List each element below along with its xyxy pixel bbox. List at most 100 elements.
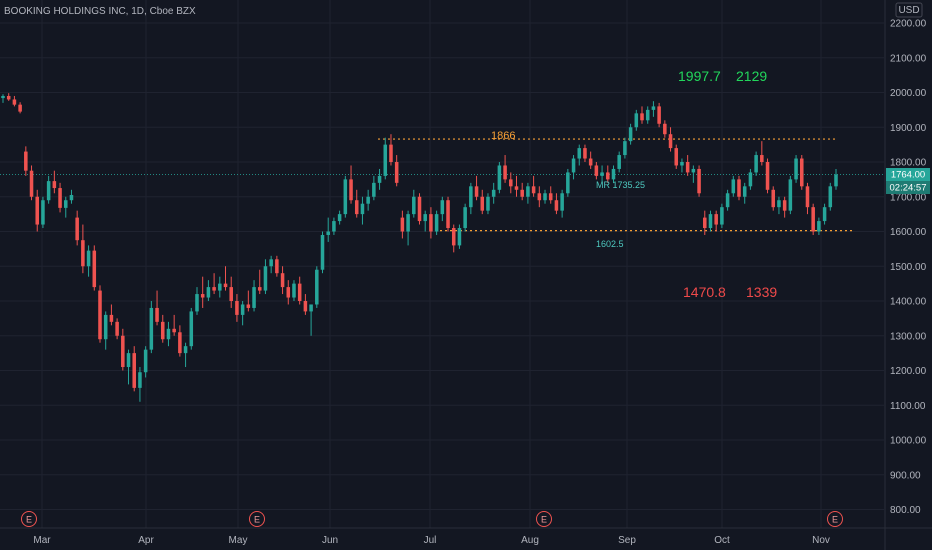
candle-body [531,186,536,194]
y-tick-label: 1100.00 [890,401,926,412]
candle-body [372,182,376,197]
candle-body [332,221,336,232]
candle-body [720,207,724,225]
candle-body [577,148,582,159]
y-tick-label: 800.00 [890,505,921,516]
candle-body [115,321,119,336]
candle-body [297,283,302,301]
candle-body [12,99,17,105]
candle-body [223,283,228,288]
candle-body [235,301,239,315]
candle-body [668,134,673,149]
candle-body [760,155,764,162]
candle-body [81,240,85,267]
candle-body [434,214,439,232]
candle-body [834,174,838,187]
candle-body [303,301,308,312]
earnings-marker-icon [249,511,265,527]
candle-body [166,328,171,340]
candle-body [611,168,616,180]
level-lines [0,138,884,232]
candle-body [92,250,97,288]
candle-body [6,95,11,100]
candle-body [320,234,325,270]
candle-body [18,104,22,112]
candle-body [440,200,445,215]
candle-body [600,172,604,176]
candle-body [406,214,410,232]
level-label-1866: 1866 [491,130,515,142]
last-price-tag: 1764.00 02:24:57 [886,168,930,195]
time-axis[interactable]: Mar Apr May Jun Jul Aug Sep Oct Nov [0,527,932,546]
candle-body [252,287,256,308]
candle-body [178,332,182,354]
candle-body [98,290,102,340]
candle-body [326,231,330,235]
candle-body [446,200,450,229]
candle-body [691,168,696,173]
candle-body [822,207,827,222]
candle-body [46,181,51,201]
candle-body [189,311,194,347]
x-tick-label: Mar [33,535,51,546]
y-tick-label: 2000.00 [890,88,927,99]
candle-body [377,175,382,183]
candle-body [588,158,593,166]
candle-body [703,217,707,229]
candle-body [263,266,268,291]
candle-body [788,179,793,211]
candle-body [1,95,5,99]
candle-body [75,217,79,241]
candle-body [628,127,633,142]
target-down-1: 1470.8 [683,284,726,300]
candle-body [623,141,627,156]
candle-body [509,179,513,187]
candle-body [640,113,644,121]
candle-body [58,188,62,208]
candle-body [200,294,205,298]
chart-title: BOOKING HOLDINGS INC, 1D, Cboe BZX [4,6,196,17]
x-tick-label: Aug [521,535,539,546]
x-tick-label: Jul [424,535,437,546]
candle-body [737,179,741,197]
candle-body [457,228,462,246]
candle-body [725,193,730,208]
candle-body [132,353,136,388]
y-tick-label: 1400.00 [890,297,927,308]
x-tick-label: Oct [714,535,730,546]
candle-body [731,179,736,194]
y-tick-label: 900.00 [890,470,921,481]
y-tick-label: 1600.00 [890,227,927,238]
candle-body [246,304,251,308]
candle-body [497,165,502,190]
candle-body [292,283,296,298]
currency-badge[interactable]: USD [895,2,923,18]
x-tick-label: May [229,535,248,546]
candle-body [537,193,542,201]
candle-body [606,172,610,180]
candle-body [218,283,222,291]
candle-body [583,148,587,159]
candle-body [697,168,701,194]
price-axis[interactable]: 2200.00 2100.00 2000.00 1900.00 1800.00 1700.… [884,0,927,550]
candle-body [680,162,684,166]
bar-countdown: 02:24:57 [890,183,927,194]
currency-badge-label: USD [898,5,919,16]
candle-body [520,189,524,197]
candle-body [240,304,245,315]
candle-body [343,179,348,215]
candle-body [389,144,393,162]
candle-body [103,314,108,340]
y-tick-label: 1800.00 [890,158,927,169]
candle-body [805,186,810,208]
y-tick-label: 1500.00 [890,262,927,273]
candle-body [663,123,667,135]
candle-body [594,165,599,176]
candle-body [828,186,833,208]
candle-body [383,144,388,176]
candle-body [651,106,656,110]
candle-body [86,250,91,267]
y-tick-label: 1200.00 [890,366,927,377]
